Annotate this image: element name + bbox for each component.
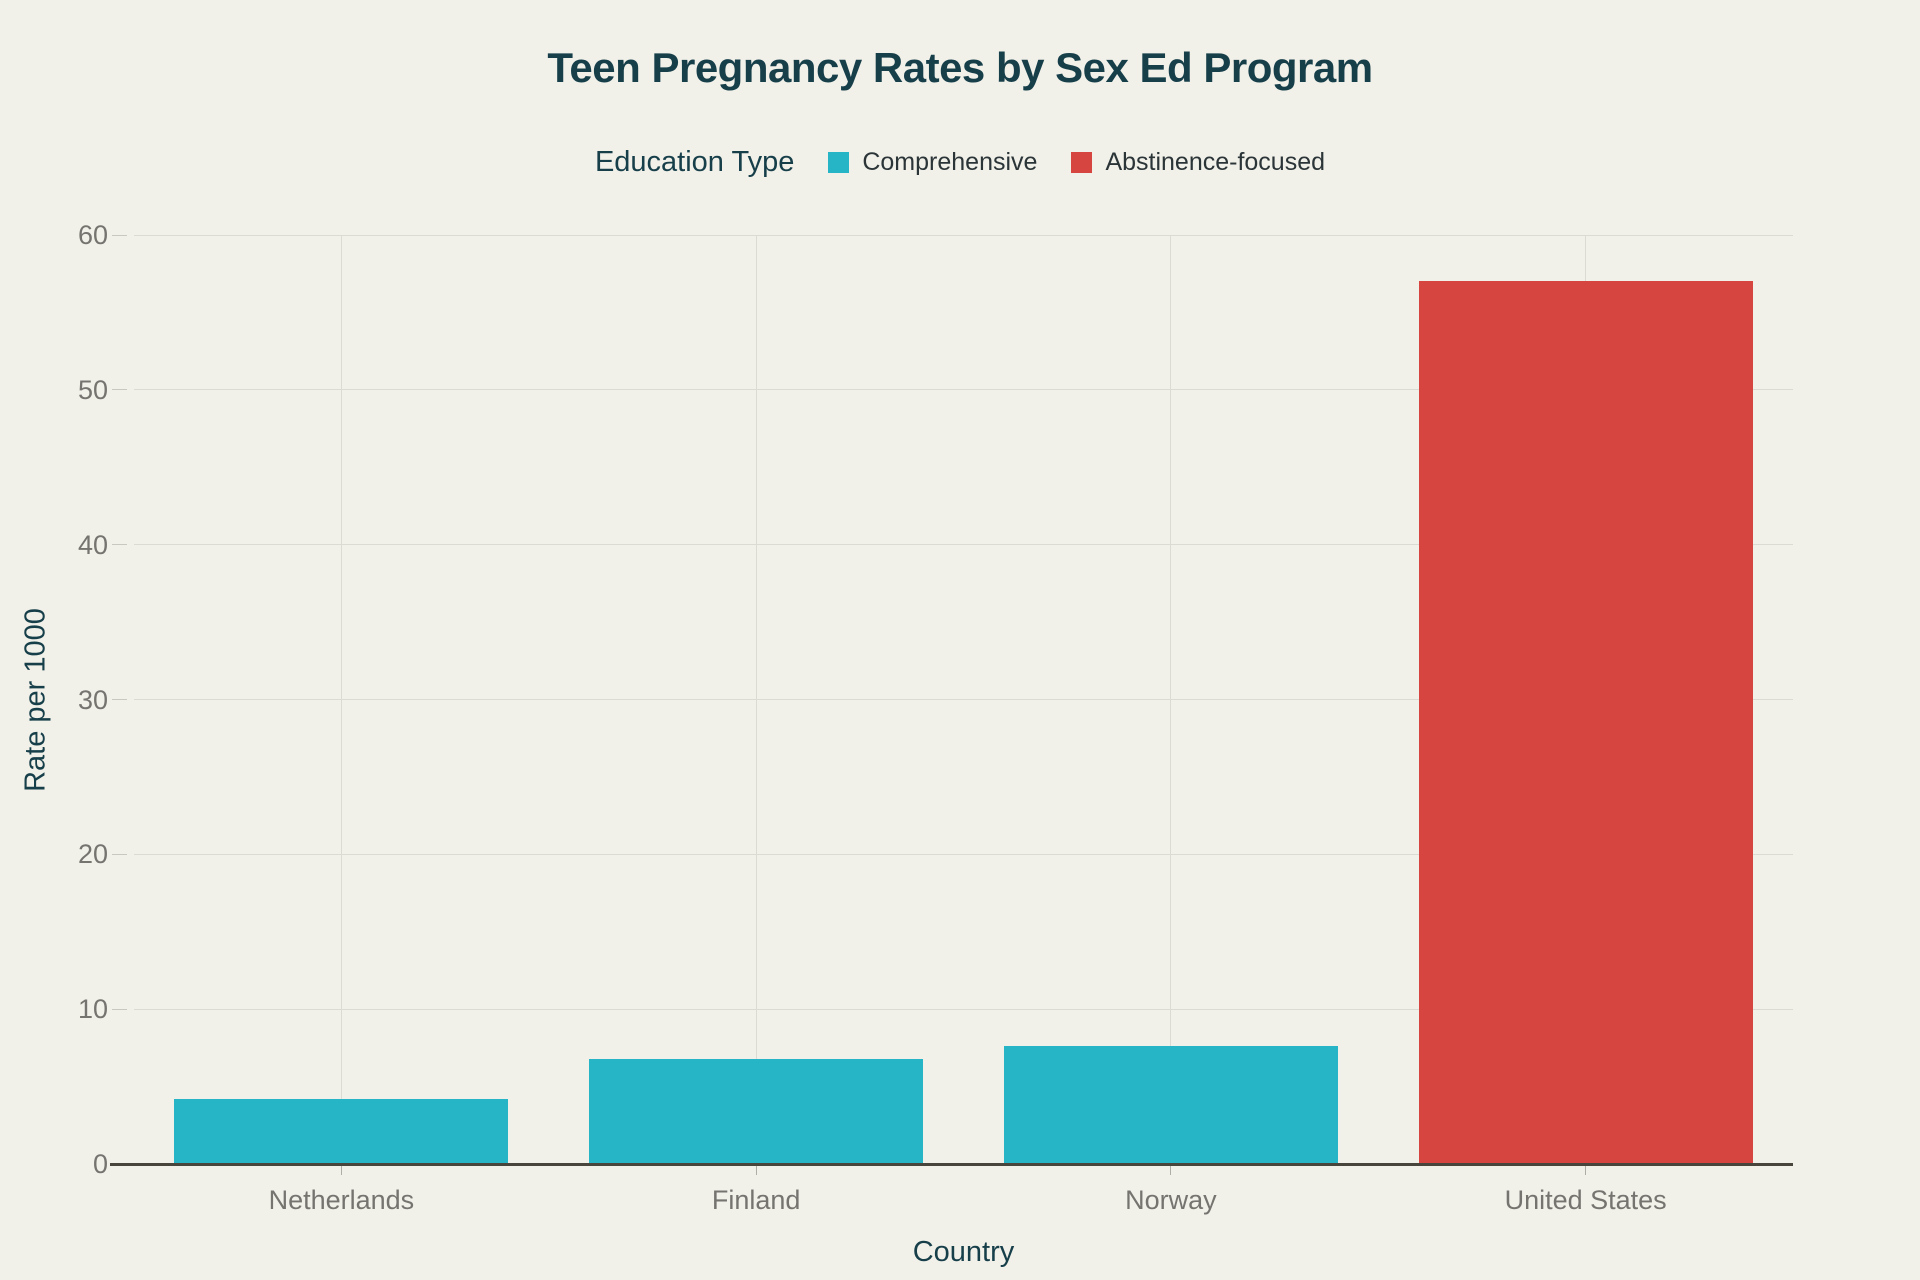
x-tick-label-netherlands: Netherlands: [268, 1185, 415, 1215]
v-gridline-norway: [1170, 235, 1172, 1164]
h-gridline-30: [134, 699, 1793, 700]
legend-item-comprehensive: Comprehensive: [828, 148, 1037, 177]
x-axis-title: Country: [912, 1236, 1015, 1268]
y-tick-mark-20: [112, 853, 127, 855]
y-axis-title: Rate per 1000: [19, 608, 52, 792]
x-tick-mark-finland: [755, 1166, 757, 1175]
legend-item-label: Abstinence-focused: [1105, 148, 1326, 176]
x-axis-line: [110, 1163, 1793, 1166]
bar-norway: [1003, 1046, 1338, 1164]
bar-united-states: [1418, 281, 1753, 1164]
h-gridline-50: [134, 389, 1793, 391]
y-tick-label-10: 10: [77, 994, 108, 1025]
y-tick-label-50: 50: [77, 374, 108, 405]
y-tick-mark-40: [112, 544, 127, 546]
y-tick-mark-50: [112, 389, 127, 391]
x-tick-label-united-states: United States: [1504, 1185, 1667, 1215]
x-tick-mark-norway: [1170, 1166, 1172, 1175]
x-tick-mark-netherlands: [340, 1166, 342, 1175]
y-tick-label-60: 60: [77, 220, 108, 250]
v-gridline-finland: [755, 235, 757, 1164]
y-tick-label-30: 30: [77, 684, 108, 715]
y-tick-label-40: 40: [77, 529, 108, 560]
legend-item-abstinence-focused: Abstinence-focused: [1071, 148, 1325, 177]
chart-title: Teen Pregnancy Rates by Sex Ed Program: [547, 44, 1373, 91]
bar-finland: [589, 1058, 924, 1164]
legend-swatch-icon: [828, 152, 850, 173]
legend-title: Education Type: [594, 146, 795, 178]
y-tick-mark-10: [112, 1008, 127, 1010]
x-tick-label-finland: Finland: [711, 1185, 801, 1215]
y-tick-mark-30: [112, 699, 127, 700]
plot-area: 0 10 20 30 40 50 60 Netherlands Finland Norway Uni…: [78, 220, 1793, 1215]
y-tick-label-20: 20: [77, 839, 108, 870]
legend-swatch-icon: [1071, 152, 1093, 173]
y-tick-mark-60: [112, 234, 127, 236]
y-tick-label-0: 0: [92, 1149, 108, 1179]
legend-item-label: Comprehensive: [862, 148, 1038, 176]
x-tick-mark-united-states: [1585, 1166, 1587, 1175]
legend: Education Type Comprehensive Abstinence-f…: [0, 146, 1920, 179]
h-gridline-40: [134, 544, 1793, 546]
h-gridline-10: [134, 1008, 1793, 1010]
x-tick-label-norway: Norway: [1125, 1185, 1217, 1215]
bar-netherlands: [174, 1098, 509, 1164]
h-gridline-20: [134, 853, 1793, 855]
v-gridline-netherlands: [340, 235, 342, 1164]
h-gridline-60: [134, 234, 1793, 236]
